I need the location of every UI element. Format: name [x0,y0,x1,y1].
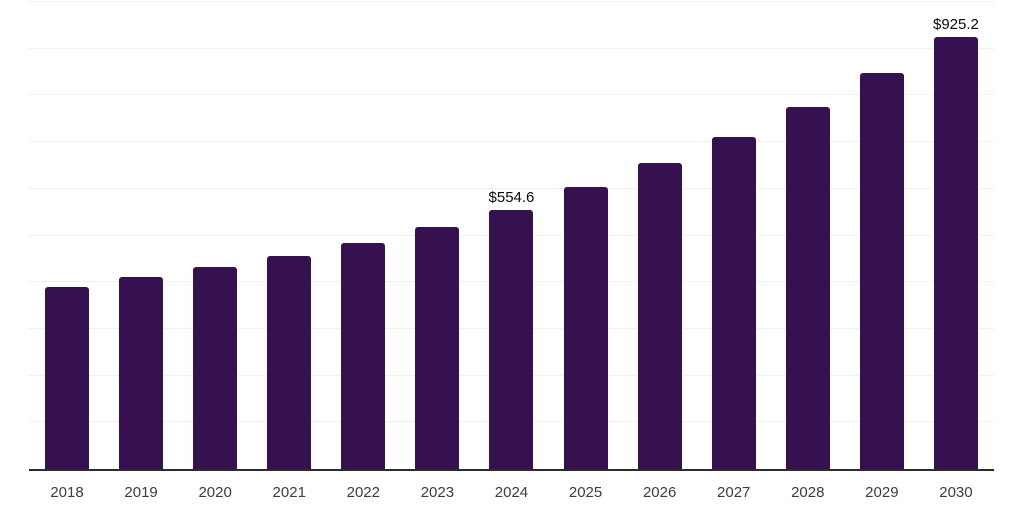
x-tick-2018: 2018 [50,484,84,501]
bar-2022 [341,242,386,469]
data-label-2024: $554.6 [488,189,535,207]
bar-2027 [711,136,756,469]
gridline-900 [29,47,994,49]
bar-2030: $925.2 [933,16,979,469]
bar-2029 [859,73,904,469]
x-tick-2030: 2030 [939,484,973,501]
x-tick-2019: 2019 [124,484,158,501]
x-axis-line [29,469,994,471]
bar-2026 [637,163,682,469]
x-tick-2023: 2023 [420,484,455,501]
data-label-2030: $925.2 [932,15,979,33]
bar-2021 [267,255,312,469]
bar-2018 [45,286,89,469]
bar-2019 [119,276,164,469]
x-tick-2022: 2022 [346,484,380,501]
bars-container: $554.6 $925.2 [29,2,994,469]
x-tick-2025: 2025 [568,484,603,501]
x-tick-2028: 2028 [791,484,825,501]
plot-area: $554.6 $925.2 [29,1,994,469]
gridline-1000 [29,1,994,2]
bar-2025 [563,187,608,469]
gridline-600 [29,187,994,189]
x-axis-labels: 2018 2019 2020 2021 2022 2023 2024 2025 2026 2027… [29,484,994,501]
bar-2024: $554.6 [489,189,534,469]
x-tick-2021: 2021 [272,484,306,501]
gridline-700 [29,141,994,143]
bar-2028 [785,107,830,469]
x-tick-2029: 2029 [865,484,899,501]
x-tick-2020: 2020 [198,484,232,501]
x-tick-2024: 2024 [494,484,529,501]
bar-2020 [193,266,238,469]
x-tick-2026: 2026 [642,484,677,501]
gridline-800 [29,94,994,96]
x-tick-2027: 2027 [717,484,751,501]
bar-2023 [415,227,460,469]
